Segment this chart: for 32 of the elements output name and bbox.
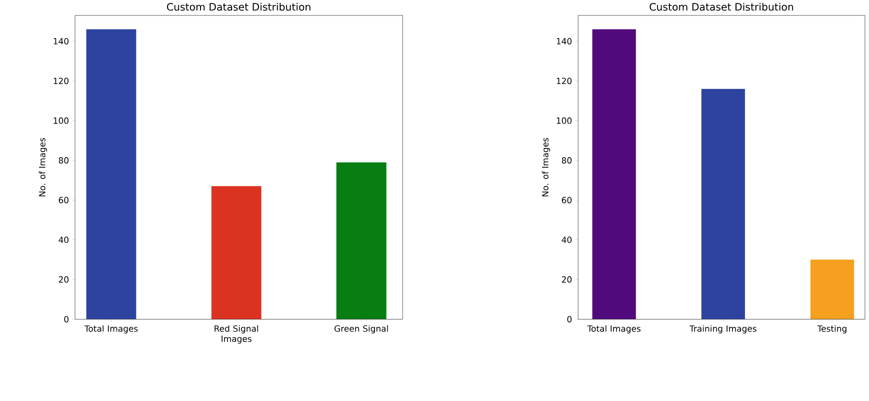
chart-title: Custom Dataset Distribution [167,3,310,11]
y-tick-label: 80 [562,157,572,164]
x-tick-label: Testing [817,325,846,334]
y-axis-title: No. of Images [542,138,550,196]
y-tick-label: 40 [58,236,68,244]
y-tick-label: 0 [567,316,572,323]
y-tick-label: 140 [54,38,68,45]
y-tick-label: 20 [58,276,68,283]
bar [336,162,386,320]
y-tick-label: 140 [556,38,572,45]
x-tick-label: Green Signal [334,325,388,334]
chart-title: Custom Dataset Distribution [650,3,794,11]
y-tick-label: 60 [58,197,68,204]
y-tick-label: 40 [562,236,572,244]
bar [86,29,136,320]
y-axis-title: No. of Images [38,138,48,196]
y-tick-label: 120 [556,78,572,84]
y-tick-label: 80 [58,157,68,164]
x-tick-label: Red Signal Images [214,325,258,344]
y-tick-label: 100 [54,118,68,124]
y-tick-label: 20 [562,276,572,283]
y-tick-label: 120 [54,78,68,84]
bar [592,29,636,320]
y-tick-label: 60 [562,197,572,204]
x-tick-label: Training Images [689,325,756,334]
bar [810,260,854,320]
x-tick-label: Total Images [587,325,640,334]
x-tick-label: Total Images [84,325,138,334]
y-tick-label: 0 [64,316,68,323]
y-tick-label: 100 [556,118,572,124]
bar [211,186,262,320]
bar [701,89,745,320]
